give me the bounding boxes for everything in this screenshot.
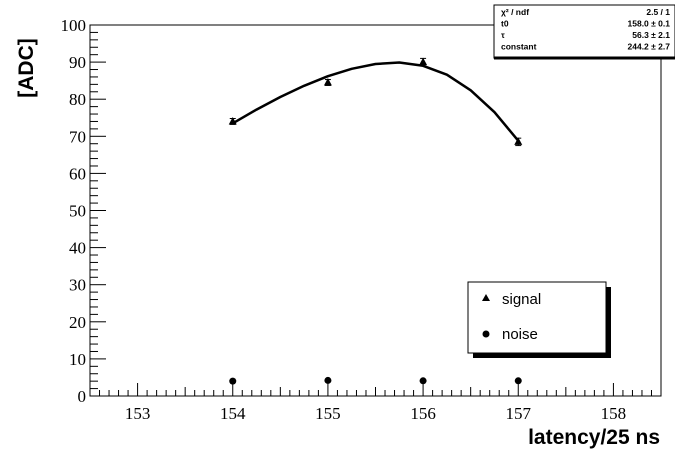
legend-noise-marker (482, 330, 490, 338)
x-axis-title: latency/25 ns (528, 426, 660, 449)
fit-stats-box: χ² / ndf 2.5 / 1 t0 158.0 ± 0.1 τ 56.3 ± 2.1 c… (493, 4, 675, 60)
y-tick-label: 0 (78, 387, 87, 406)
y-tick-label: 70 (69, 127, 86, 146)
signal-point (514, 137, 523, 145)
stat-label: χ² / ndf (501, 7, 529, 17)
stat-label: τ (501, 30, 505, 40)
x-tick-label: 158 (601, 404, 627, 423)
noise-point (419, 377, 427, 385)
y-tick-label: 100 (61, 16, 87, 35)
axis-ticks (89, 24, 662, 397)
stat-value: 158.0 ± 0.1 (628, 19, 671, 29)
data-points (228, 57, 523, 385)
signal-point (323, 78, 332, 86)
legend-noise-label: noise (502, 326, 538, 343)
noise-point (324, 376, 332, 384)
y-axis-title: [ADC] (15, 38, 38, 97)
stat-label: t0 (501, 19, 509, 29)
x-tick-label: 156 (410, 404, 436, 423)
signal-point (228, 116, 237, 125)
fit-curve-group (232, 61, 520, 142)
noise-point (229, 377, 237, 385)
x-tick-label: 157 (506, 404, 532, 423)
stat-value: 244.2 ± 2.7 (628, 42, 671, 52)
fit-curve (232, 61, 520, 142)
stat-value: 2.5 / 1 (646, 7, 670, 17)
stat-label: constant (501, 42, 537, 52)
y-tick-label: 30 (69, 276, 86, 295)
tick-labels: 0 10 20 30 40 50 60 70 80 90 100 153 154 155 156 157 158 (61, 16, 627, 423)
y-tick-label: 20 (69, 313, 86, 332)
legend-signal-marker (482, 294, 490, 301)
legend: signal noise (467, 281, 611, 358)
signal-point (419, 57, 428, 66)
x-tick-label: 155 (315, 404, 341, 423)
y-tick-label: 50 (69, 202, 86, 221)
y-tick-label: 10 (69, 350, 86, 369)
x-tick-label: 154 (220, 404, 246, 423)
x-tick-label: 153 (125, 404, 151, 423)
y-tick-label: 60 (69, 164, 86, 183)
y-tick-label: 40 (69, 239, 86, 258)
stat-value: 56.3 ± 2.1 (632, 30, 670, 40)
y-tick-label: 80 (69, 90, 86, 109)
legend-signal-label: signal (502, 291, 541, 308)
noise-point (514, 377, 522, 385)
y-tick-label: 90 (69, 53, 86, 72)
